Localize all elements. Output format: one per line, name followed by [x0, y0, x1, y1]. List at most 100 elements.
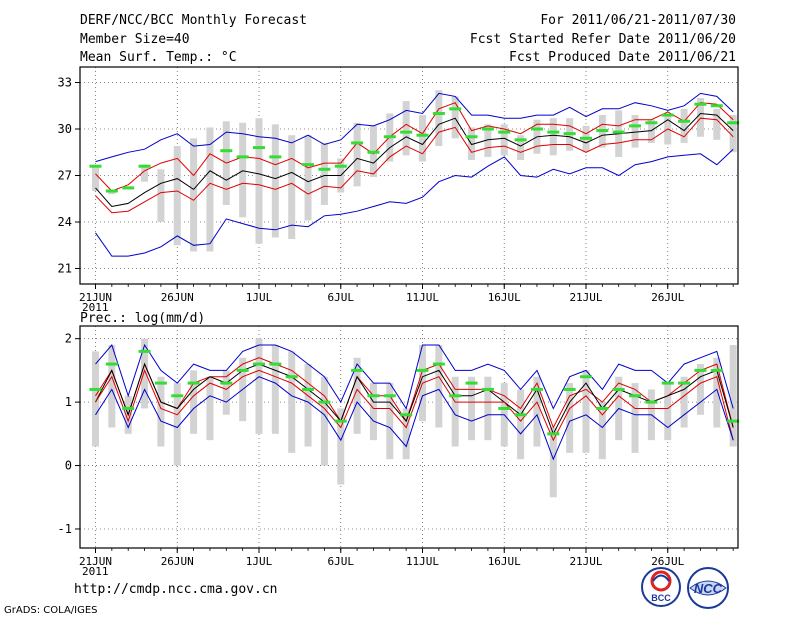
range-bar: [713, 357, 721, 428]
x-tick-label: 11JUL: [406, 291, 439, 304]
obs-marker: [187, 381, 200, 385]
range-bar: [451, 376, 459, 447]
range-bar: [713, 108, 721, 140]
y-tick-label: 33: [58, 76, 72, 90]
range-bar: [141, 164, 149, 182]
range-bar: [190, 138, 198, 252]
obs-marker: [105, 189, 118, 193]
range-bar: [206, 127, 214, 252]
series-line: [95, 343, 734, 410]
obs-marker: [416, 368, 429, 372]
x-tick-label: 21JUN: [79, 291, 112, 304]
obs-marker: [432, 362, 445, 366]
obs-marker: [547, 432, 560, 436]
range-bar: [255, 118, 263, 244]
x-tick-label: 26JUL: [651, 555, 684, 568]
range-bar: [500, 124, 508, 156]
obs-marker: [122, 406, 135, 410]
obs-marker: [367, 150, 380, 154]
x-tick-label: 6JUL: [328, 291, 355, 304]
range-bar: [484, 376, 492, 441]
range-bar: [353, 122, 361, 187]
x-year-label: 2011: [82, 301, 109, 314]
range-bar: [141, 338, 149, 409]
range-bar: [664, 383, 672, 441]
obs-marker: [318, 400, 331, 404]
x-tick-label: 26JUL: [651, 291, 684, 304]
obs-marker: [302, 163, 315, 167]
obs-marker: [727, 419, 740, 423]
footer-url[interactable]: http://cmdp.ncc.cma.gov.cn: [74, 582, 278, 597]
ncc-logo: NCC: [687, 567, 729, 609]
range-bar: [468, 376, 476, 441]
variable-label: Mean Surf. Temp.: °C: [80, 50, 237, 65]
obs-marker: [498, 130, 511, 134]
obs-marker: [481, 387, 494, 391]
obs-marker: [563, 387, 576, 391]
obs-marker: [154, 381, 167, 385]
obs-marker: [400, 130, 413, 134]
obs-marker: [400, 413, 413, 417]
range-bar: [419, 115, 426, 162]
series-line: [95, 148, 734, 257]
obs-marker: [253, 146, 265, 150]
y-tick-label: 21: [58, 262, 72, 276]
y-tick-label: 30: [58, 122, 72, 136]
obs-marker: [465, 381, 478, 385]
obs-marker: [122, 186, 135, 190]
x-tick-label: 16JUL: [488, 555, 521, 568]
range-bar: [271, 345, 279, 434]
chart-title: DERF/NCC/BCC Monthly Forecast: [80, 13, 307, 28]
obs-marker: [171, 394, 184, 398]
range-bar: [451, 96, 459, 139]
range-bar: [566, 383, 574, 453]
obs-marker: [514, 138, 527, 142]
obs-marker: [465, 135, 478, 139]
obs-marker: [563, 132, 576, 136]
obs-marker: [727, 121, 740, 125]
range-bar: [288, 351, 296, 453]
obs-marker: [351, 141, 364, 145]
obs-marker: [383, 394, 396, 398]
obs-marker: [351, 368, 364, 372]
range-bar: [664, 115, 672, 145]
grads-credit: GrADS: COLA/IGES: [4, 605, 98, 616]
obs-marker: [89, 387, 102, 391]
range-bar: [157, 376, 165, 447]
range-bar: [173, 146, 181, 246]
range-bar: [517, 135, 525, 160]
series-line: [95, 368, 734, 442]
x-tick-label: 1JUL: [246, 555, 273, 568]
obs-marker: [269, 362, 282, 366]
plot-frame: [79, 66, 739, 285]
x-tick-label: 26JUN: [161, 555, 194, 568]
range-bar: [239, 122, 247, 218]
range-bar: [108, 345, 116, 428]
range-bar: [271, 124, 279, 238]
range-bar: [386, 383, 394, 460]
y-tick-label: 27: [58, 169, 72, 183]
obs-marker: [269, 155, 282, 159]
range-bar: [222, 370, 230, 415]
obs-marker: [105, 362, 118, 366]
range-bar: [288, 135, 296, 240]
obs-marker: [678, 381, 691, 385]
obs-marker: [236, 368, 249, 372]
range-bar: [304, 135, 312, 221]
series-line: [95, 102, 734, 192]
obs-marker: [220, 149, 233, 153]
obs-marker: [661, 113, 674, 117]
obs-marker: [710, 104, 723, 108]
range-bar: [320, 142, 328, 205]
series-line: [95, 117, 734, 214]
x-year-label: 2011: [82, 565, 109, 578]
forecast-period: For 2011/06/21-2011/07/30: [540, 13, 736, 28]
obs-marker: [514, 413, 527, 417]
x-tick-label: 16JUL: [488, 291, 521, 304]
obs-marker: [220, 381, 233, 385]
plot-frame: [79, 325, 739, 549]
range-bar: [696, 98, 704, 137]
obs-marker: [285, 375, 298, 379]
range-bar: [92, 351, 99, 447]
